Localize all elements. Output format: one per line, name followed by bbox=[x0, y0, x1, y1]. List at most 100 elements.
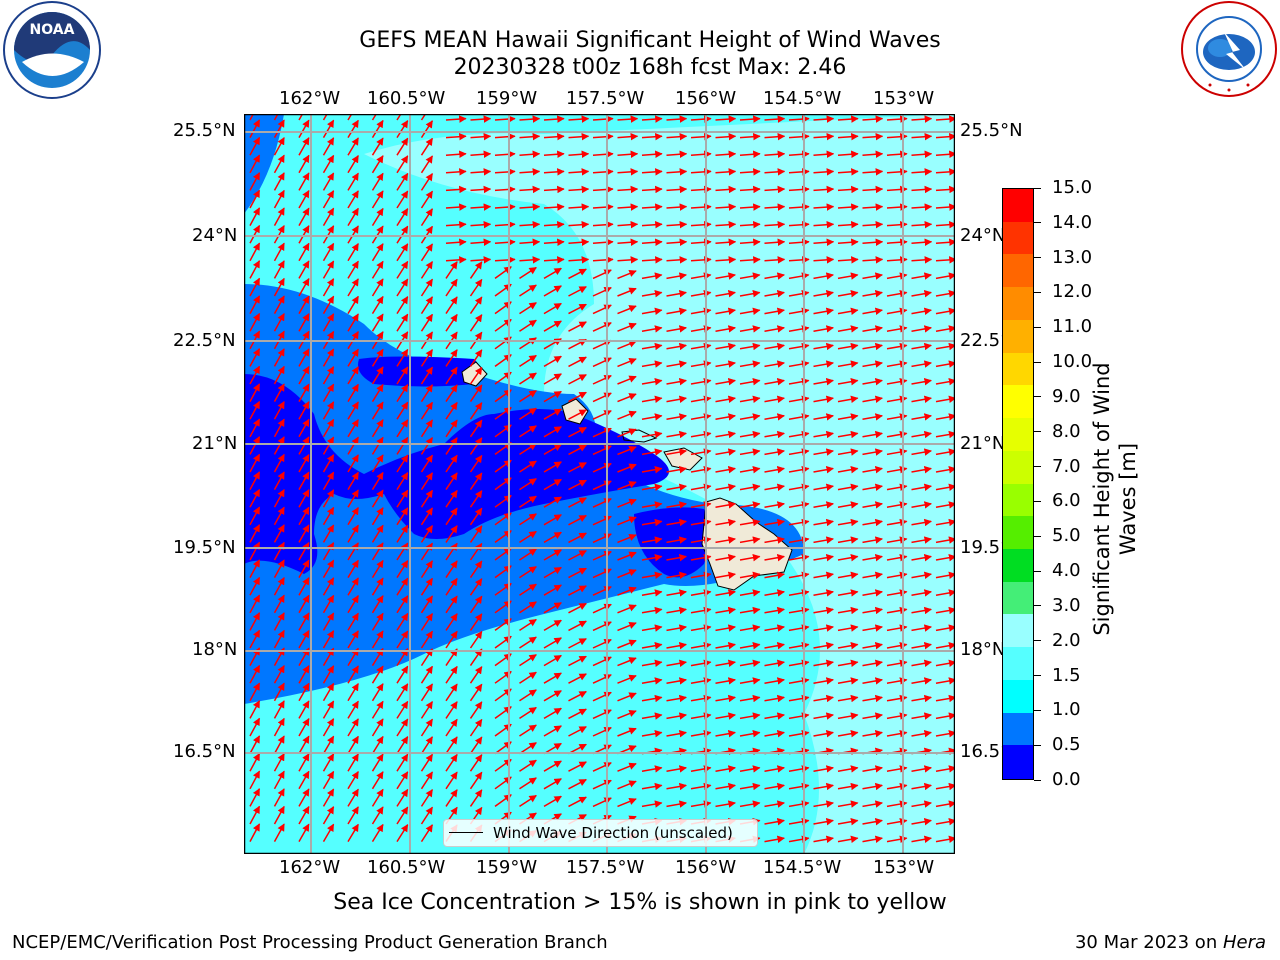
wind-wave-arrow bbox=[739, 765, 761, 773]
colorbar-tick-label: 11.0 bbox=[1052, 316, 1093, 338]
wind-wave-arrow bbox=[666, 220, 688, 229]
wind-wave-arrow bbox=[715, 501, 736, 509]
wind-wave-arrow bbox=[322, 242, 335, 262]
wind-wave-arrow bbox=[347, 665, 359, 684]
wind-wave-arrow bbox=[371, 542, 384, 561]
wind-wave-arrow bbox=[347, 594, 359, 614]
wind-wave-arrow bbox=[911, 272, 932, 280]
wind-wave-arrow bbox=[617, 150, 639, 159]
wind-wave-arrow bbox=[396, 366, 409, 385]
wind-wave-arrow bbox=[641, 185, 663, 194]
lon-label-top-154p5: 154.5°W bbox=[763, 88, 842, 109]
wind-wave-arrow bbox=[666, 466, 687, 474]
sea-ice-note: Sea Ice Concentration > 15% is shown in … bbox=[333, 890, 947, 915]
wind-wave-arrow bbox=[469, 507, 483, 526]
wind-wave-arrow bbox=[935, 589, 955, 597]
wind-wave-arrow bbox=[568, 655, 587, 667]
wind-wave-arrow bbox=[739, 430, 761, 439]
wind-wave-arrow bbox=[813, 677, 834, 685]
wind-wave-arrow bbox=[641, 483, 663, 491]
wind-wave-arrow bbox=[347, 383, 359, 402]
wind-wave-arrow bbox=[690, 307, 712, 315]
wind-wave-arrow bbox=[298, 612, 310, 631]
wind-wave-arrow bbox=[519, 618, 537, 632]
wind-wave-arrow bbox=[347, 630, 359, 649]
wind-wave-arrow bbox=[371, 295, 384, 314]
wind-wave-arrow bbox=[420, 172, 434, 191]
wind-wave-arrow bbox=[249, 717, 261, 737]
wind-wave-arrow bbox=[666, 448, 687, 456]
wind-wave-arrow bbox=[739, 659, 761, 667]
wind-wave-arrow bbox=[666, 624, 687, 632]
wind-wave-arrow bbox=[445, 542, 458, 561]
wind-wave-arrow bbox=[273, 506, 285, 526]
wind-wave-arrow bbox=[862, 536, 883, 544]
wind-wave-arrow bbox=[445, 718, 458, 737]
wind-wave-arrow bbox=[273, 436, 285, 455]
wind-wave-arrow bbox=[641, 325, 663, 333]
wind-wave-arrow bbox=[347, 542, 359, 561]
wind-wave-arrow bbox=[347, 506, 359, 526]
wind-wave-arrow bbox=[666, 712, 687, 720]
wind-wave-arrow bbox=[862, 290, 883, 298]
colorbar-swatch bbox=[1003, 254, 1033, 288]
wind-wave-arrow bbox=[396, 736, 409, 755]
wind-wave-arrow bbox=[347, 700, 359, 719]
colorbar-tick-mark bbox=[1034, 396, 1041, 398]
wind-wave-arrow bbox=[641, 395, 663, 403]
wind-wave-arrow bbox=[666, 272, 687, 280]
wind-wave-arrow bbox=[396, 137, 409, 156]
wind-wave-arrow bbox=[911, 238, 933, 247]
wind-wave-arrow bbox=[249, 559, 261, 578]
wind-wave-arrow bbox=[371, 348, 384, 367]
wind-wave-arrow bbox=[396, 683, 409, 702]
wind-wave-arrow bbox=[862, 115, 884, 123]
wind-wave-arrow bbox=[739, 677, 761, 685]
wind-wave-arrow bbox=[617, 238, 639, 247]
wind-wave-arrow bbox=[371, 225, 384, 244]
lon-label-top-153: 153°W bbox=[873, 88, 935, 109]
wind-wave-arrow bbox=[666, 378, 687, 386]
wind-wave-arrow bbox=[371, 436, 384, 455]
wind-wave-arrow bbox=[813, 466, 834, 474]
colorbar-swatch bbox=[1003, 287, 1033, 321]
wind-wave-arrow bbox=[837, 501, 859, 509]
wind-wave-arrow bbox=[519, 132, 541, 141]
wind-wave-arrow bbox=[273, 260, 285, 279]
wind-wave-arrow bbox=[617, 287, 637, 297]
wind-wave-arrow bbox=[396, 454, 409, 473]
wind-wave-arrow bbox=[837, 238, 859, 247]
wind-wave-arrow bbox=[322, 471, 335, 490]
wind-wave-arrow bbox=[445, 313, 458, 332]
wind-wave-arrow bbox=[862, 185, 884, 194]
wind-wave-arrow bbox=[396, 313, 409, 332]
wind-wave-arrow bbox=[666, 677, 687, 685]
wind-wave-arrow bbox=[445, 115, 467, 123]
wind-wave-arrow bbox=[837, 272, 859, 280]
wind-wave-arrow bbox=[420, 472, 434, 491]
wind-wave-arrow bbox=[347, 682, 359, 702]
wind-wave-arrow bbox=[666, 642, 687, 650]
wind-wave-arrow bbox=[911, 256, 933, 264]
wind-wave-arrow bbox=[813, 571, 834, 579]
wind-wave-arrow bbox=[666, 782, 687, 791]
wind-wave-arrow bbox=[715, 571, 736, 579]
wind-wave-arrow bbox=[935, 307, 955, 315]
wind-wave-arrow bbox=[813, 238, 835, 247]
wind-wave-arrow bbox=[322, 718, 335, 737]
wind-wave-arrow bbox=[568, 391, 587, 403]
wind-wave-arrow bbox=[935, 624, 955, 632]
wind-wave-arrow bbox=[739, 325, 761, 333]
wind-wave-arrow bbox=[764, 272, 785, 280]
wind-wave-arrow bbox=[396, 120, 409, 139]
wind-wave-arrow bbox=[935, 765, 955, 773]
colorbar-tick-mark bbox=[1034, 361, 1041, 363]
wind-wave-arrow bbox=[788, 430, 810, 439]
wind-wave-arrow bbox=[592, 709, 612, 720]
colorbar-tick-label: 1.0 bbox=[1052, 699, 1081, 721]
wind-wave-arrow bbox=[273, 594, 285, 614]
wind-wave-arrow bbox=[469, 402, 483, 420]
wind-wave-arrow bbox=[396, 700, 409, 719]
wind-wave-arrow bbox=[568, 409, 587, 420]
wind-wave-arrow bbox=[469, 349, 483, 367]
